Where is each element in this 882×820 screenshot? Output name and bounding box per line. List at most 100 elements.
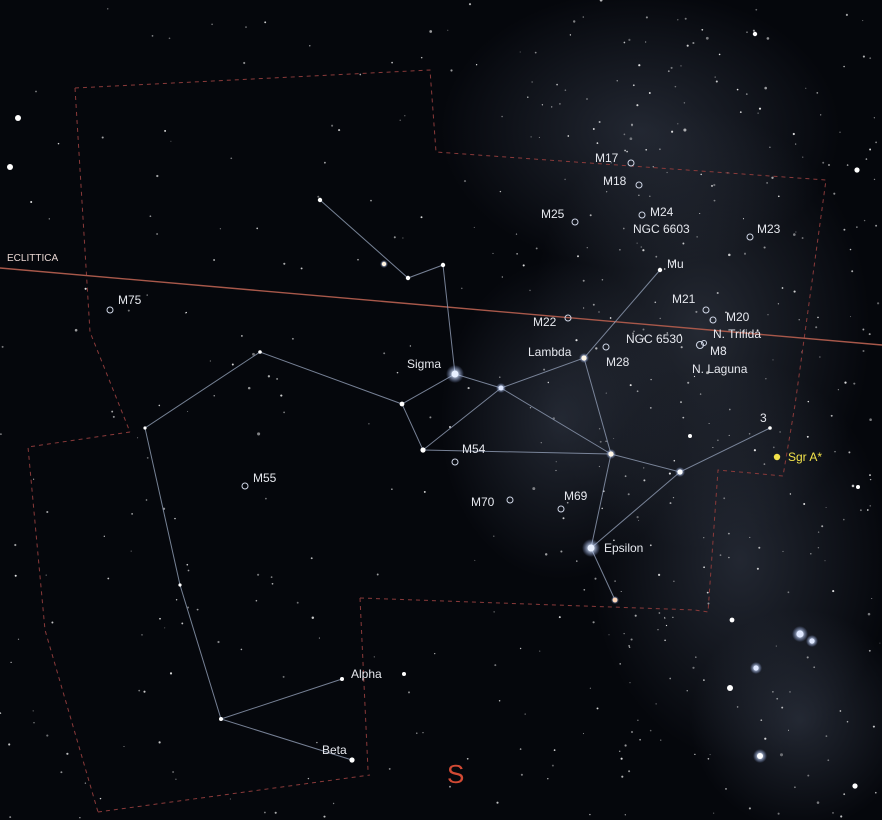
faint-star	[558, 616, 561, 619]
faint-star	[706, 371, 709, 375]
faint-star	[461, 287, 463, 290]
faint-star	[862, 20, 864, 22]
faint-star	[265, 497, 267, 500]
faint-star	[793, 233, 796, 236]
ecliptic-label: ECLITTICA	[7, 253, 58, 264]
faint-star	[664, 617, 666, 620]
faint-star	[257, 573, 260, 576]
faint-star	[798, 319, 800, 321]
faint-star	[643, 467, 645, 469]
faint-star	[869, 418, 872, 421]
faint-star	[830, 414, 833, 417]
faint-star	[663, 268, 666, 270]
faint-star	[795, 143, 797, 145]
faint-star	[650, 378, 652, 381]
faint-star	[846, 164, 849, 166]
faint-star	[107, 8, 109, 10]
faint-star	[725, 788, 727, 790]
faint-star	[659, 317, 661, 320]
faint-star	[638, 64, 641, 67]
faint-star	[631, 731, 633, 733]
faint-star	[240, 648, 243, 651]
faint-star	[582, 307, 585, 309]
faint-star	[781, 706, 784, 709]
m55-label: M55	[253, 471, 277, 485]
faint-star	[821, 525, 824, 528]
faint-star	[555, 461, 557, 463]
ngc6530-label: NGC 6530	[626, 332, 683, 346]
faint-star	[209, 360, 211, 362]
faint-star	[777, 195, 780, 198]
faint-star	[530, 136, 532, 138]
faint-star	[107, 577, 110, 580]
faint-star	[833, 192, 836, 195]
faint-star	[695, 310, 698, 313]
faint-star	[744, 253, 746, 255]
faint-star	[409, 345, 412, 347]
faint-star	[874, 791, 877, 794]
faint-star	[715, 80, 718, 83]
faint-star	[728, 408, 731, 411]
faint-star	[725, 311, 727, 314]
faint-star	[185, 311, 187, 314]
faint-star	[601, 278, 604, 281]
faint-star	[693, 375, 696, 378]
faint-star	[703, 537, 705, 539]
faint-star	[843, 228, 846, 231]
faint-star	[57, 142, 60, 145]
faint-star	[332, 802, 335, 805]
faint-star	[851, 484, 855, 488]
ngc6603-label: NGC 6603	[633, 222, 690, 236]
faint-star	[671, 260, 674, 263]
faint-star	[745, 93, 748, 95]
faint-star	[660, 739, 662, 741]
faint-star	[613, 437, 615, 440]
faint-star	[701, 28, 704, 31]
faint-star	[608, 179, 611, 182]
faint-star	[601, 507, 603, 510]
beta-label: Beta	[322, 743, 347, 757]
faint-star	[649, 544, 652, 547]
faint-star	[14, 543, 17, 547]
sgr-a-label: Sgr A*	[788, 450, 822, 464]
faint-star	[659, 148, 661, 151]
faint-star	[772, 691, 774, 693]
faint-star	[316, 741, 318, 744]
faint-star	[492, 252, 494, 254]
faint-star	[231, 363, 234, 366]
faint-star	[170, 140, 172, 142]
milky-way	[440, 0, 882, 820]
faint-star	[727, 532, 730, 535]
faint-star	[795, 231, 797, 233]
faint-star	[843, 793, 846, 796]
faint-star	[434, 652, 436, 655]
faint-star	[627, 493, 630, 496]
faint-star	[535, 247, 538, 250]
alpha-label: Alpha	[351, 667, 382, 681]
faint-star	[757, 112, 759, 114]
faint-star	[719, 554, 722, 556]
faint-star	[658, 612, 661, 614]
faint-star	[30, 200, 33, 204]
three-label: 3	[760, 411, 767, 425]
faint-star	[370, 199, 372, 202]
faint-star	[519, 748, 522, 750]
faint-star	[840, 815, 843, 818]
faint-star	[752, 29, 755, 32]
faint-star	[677, 19, 679, 21]
faint-star	[764, 86, 767, 90]
faint-star	[629, 682, 631, 684]
faint-star	[534, 51, 537, 54]
faint-star	[551, 106, 553, 108]
m75-label: M75	[118, 293, 142, 307]
m69-label: M69	[564, 489, 588, 503]
faint-star	[649, 407, 652, 409]
faint-star	[645, 41, 647, 43]
faint-star	[710, 184, 714, 187]
faint-star	[746, 31, 748, 33]
epsilon-label: Epsilon	[604, 541, 643, 555]
m70-label: M70	[471, 495, 495, 509]
faint-star	[655, 703, 657, 705]
faint-star	[834, 450, 836, 453]
faint-star	[539, 650, 541, 652]
